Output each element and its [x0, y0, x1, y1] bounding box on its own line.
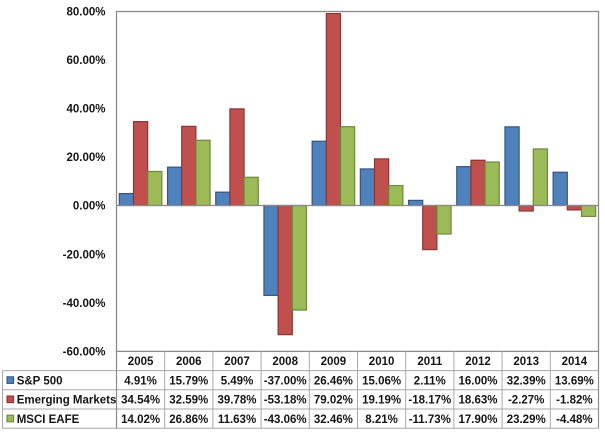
svg-text:13.69%: 13.69% — [555, 375, 594, 387]
svg-text:8.21%: 8.21% — [365, 414, 398, 426]
svg-text:S&P 500: S&P 500 — [17, 375, 63, 387]
svg-text:11.63%: 11.63% — [218, 414, 256, 426]
svg-text:2007: 2007 — [224, 356, 250, 368]
svg-text:2013: 2013 — [513, 356, 539, 368]
svg-text:15.06%: 15.06% — [362, 375, 401, 387]
svg-text:18.63%: 18.63% — [458, 395, 497, 407]
svg-text:-43.06%: -43.06% — [264, 414, 307, 426]
svg-text:-1.82%: -1.82% — [556, 395, 592, 407]
svg-text:34.54%: 34.54% — [121, 395, 160, 407]
svg-text:2006: 2006 — [176, 356, 202, 368]
svg-text:20.00%: 20.00% — [66, 152, 105, 164]
svg-text:2010: 2010 — [369, 356, 395, 368]
svg-text:14.02%: 14.02% — [121, 414, 160, 426]
svg-text:79.02%: 79.02% — [314, 395, 353, 407]
svg-text:0.00%: 0.00% — [73, 201, 106, 213]
svg-text:-11.73%: -11.73% — [409, 414, 451, 426]
svg-text:17.90%: 17.90% — [458, 414, 497, 426]
svg-text:2012: 2012 — [465, 356, 491, 368]
svg-text:26.86%: 26.86% — [169, 414, 208, 426]
svg-text:-37.00%: -37.00% — [264, 375, 307, 387]
svg-text:Emerging Markets: Emerging Markets — [17, 395, 117, 407]
svg-text:2011: 2011 — [417, 356, 443, 368]
svg-text:2008: 2008 — [272, 356, 298, 368]
svg-text:15.79%: 15.79% — [169, 375, 208, 387]
svg-text:-40.00%: -40.00% — [63, 298, 106, 310]
svg-text:32.59%: 32.59% — [169, 395, 208, 407]
svg-text:4.91%: 4.91% — [124, 375, 157, 387]
svg-text:-4.48%: -4.48% — [556, 414, 592, 426]
svg-text:5.49%: 5.49% — [221, 375, 254, 387]
svg-text:80.00%: 80.00% — [66, 6, 105, 18]
svg-text:32.39%: 32.39% — [507, 375, 546, 387]
svg-text:2009: 2009 — [321, 356, 347, 368]
svg-text:-2.27%: -2.27% — [508, 395, 544, 407]
svg-text:-60.00%: -60.00% — [63, 346, 106, 358]
svg-text:2005: 2005 — [128, 356, 154, 368]
svg-text:-20.00%: -20.00% — [63, 249, 106, 261]
svg-text:32.46%: 32.46% — [314, 414, 353, 426]
svg-text:60.00%: 60.00% — [66, 55, 105, 67]
svg-text:2.11%: 2.11% — [414, 375, 446, 387]
svg-text:2014: 2014 — [562, 356, 588, 368]
svg-text:19.19%: 19.19% — [362, 395, 401, 407]
svg-text:23.29%: 23.29% — [507, 414, 546, 426]
svg-text:39.78%: 39.78% — [217, 395, 256, 407]
svg-text:-18.17%: -18.17% — [408, 395, 451, 407]
svg-text:40.00%: 40.00% — [66, 104, 105, 116]
svg-text:26.46%: 26.46% — [314, 375, 353, 387]
svg-text:MSCI EAFE: MSCI EAFE — [17, 414, 80, 426]
svg-text:-53.18%: -53.18% — [264, 395, 307, 407]
svg-text:16.00%: 16.00% — [458, 375, 497, 387]
